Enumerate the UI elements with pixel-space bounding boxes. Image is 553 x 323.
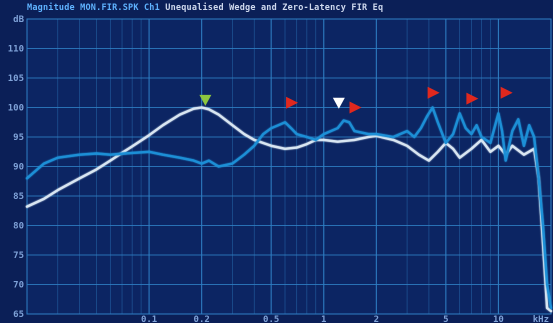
series-line-2: [25, 106, 553, 310]
y-tick-label: 80: [13, 222, 24, 232]
annotation-marker: [332, 97, 345, 109]
x-tick-label: 0.2: [194, 315, 210, 323]
y-tick-label: 70: [13, 281, 24, 291]
annotation-marker: [286, 96, 299, 109]
annotation-marker: [199, 94, 212, 106]
x-tick-label: 0.1: [141, 315, 157, 323]
annotation-marker: [466, 92, 479, 105]
series-line-1: [25, 106, 553, 313]
annotation-layer: [199, 86, 513, 114]
x-tick-label: kHz: [533, 315, 549, 323]
annotation-marker: [427, 86, 440, 99]
x-tick-label: 0.5: [263, 315, 279, 323]
y-tick-label: 100: [8, 104, 24, 114]
annotation-marker: [349, 101, 362, 114]
series-layer: [25, 106, 553, 313]
y-tick-label: 95: [13, 133, 24, 143]
y-tick-label: 110: [8, 45, 24, 55]
y-unit-label: dB: [13, 15, 24, 25]
annotation-marker: [500, 86, 513, 99]
grid-major: [27, 19, 552, 315]
x-tick-labels: 0.1 0.2 0.5 1 2 5 10 kHz: [141, 315, 549, 323]
x-tick-label: 1: [321, 315, 326, 323]
chart-title-part2: Unequalised Wedge and Zero-Latency FIR E…: [165, 3, 384, 13]
y-tick-label: 85: [13, 192, 24, 202]
y-tick-labels: 110 105 100 95 90 85 80 75 70 65 dB: [8, 15, 25, 320]
chart-title-part1: Magnitude MON.FIR.SPK Ch1: [27, 3, 160, 13]
x-tick-label: 2: [374, 315, 379, 323]
x-tick-label: 10: [493, 315, 504, 323]
y-tick-label: 90: [13, 163, 24, 173]
x-tick-label: 5: [443, 315, 448, 323]
y-tick-label: 65: [13, 310, 24, 320]
chart-title: Magnitude MON.FIR.SPK Ch1 Unequalised We…: [27, 3, 383, 13]
y-tick-label: 75: [13, 251, 24, 261]
y-tick-label: 105: [8, 74, 24, 84]
